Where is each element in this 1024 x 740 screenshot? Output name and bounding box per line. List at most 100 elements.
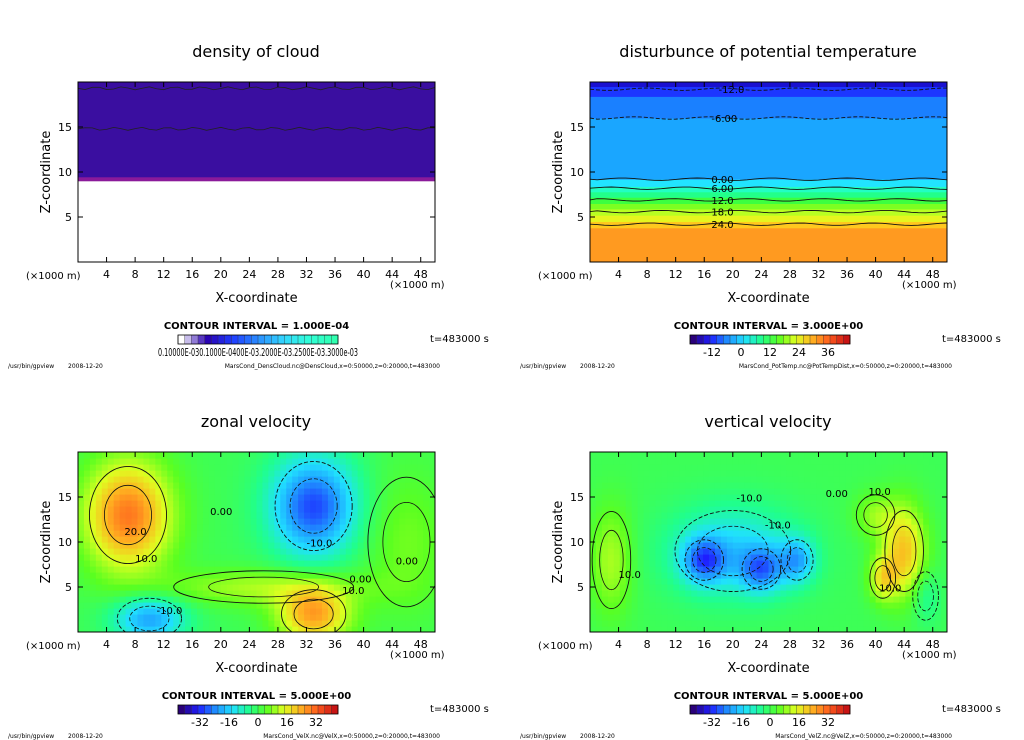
field-cell [738,494,746,501]
field-cell [703,482,710,489]
field-cell [768,566,776,573]
field-cell [798,470,805,477]
field-cell [935,470,942,477]
field-cell [655,602,662,609]
field-cell [131,458,139,465]
field-cell [703,518,710,525]
field-cell [95,554,103,561]
contour-line [599,529,624,591]
field-cell [833,476,841,483]
field-cell [250,524,258,531]
field-cell [631,566,639,573]
field-cell [131,482,139,489]
field-cell [161,500,168,507]
field-cell [339,548,347,555]
field-cell [262,548,269,555]
field-cell [869,482,877,489]
field-cell [643,554,651,561]
field-cell [369,560,377,567]
field-cell [274,578,281,585]
field-cell [125,614,133,621]
field-cell [89,476,97,483]
field-cell [709,494,716,501]
field-cell [714,524,722,531]
field-cell [399,566,406,573]
field-cell [863,584,871,591]
field-cell [208,584,216,591]
field-cell [95,608,103,615]
field-cell [839,590,847,597]
field-cell [411,452,418,459]
field-cell [792,452,799,459]
field-cell [185,626,192,632]
field-cell [595,500,603,507]
field-cell [89,608,97,615]
field-cell [941,554,947,561]
field-cell [286,578,293,585]
field-cell [756,560,764,567]
field-cell [327,482,335,489]
field-cell [399,470,406,477]
field-cell [405,572,412,579]
field-cell [869,452,877,459]
field-cell [202,506,210,513]
field-cell [83,560,91,567]
field-cell [149,464,156,471]
field-cell [78,482,85,489]
field-cell [429,470,435,477]
field-cell [417,524,424,531]
field-cell [411,524,418,531]
field-cell [845,524,853,531]
field-cell [691,506,698,513]
field-cell [250,530,258,537]
colorbar-swatch [298,335,305,344]
field-cell [232,524,240,531]
field-cell [590,614,597,621]
field-cell [744,494,752,501]
field-cell [161,530,168,537]
field-cell [363,542,371,549]
field-cell [720,512,728,519]
field-cell [125,608,133,615]
field-cell [429,518,435,525]
field-cell [905,584,912,591]
field-cell [774,620,781,627]
field-cell [822,464,829,471]
field-cell [911,578,918,585]
field-cell [845,602,853,609]
field-cell [304,542,311,549]
field-cell [411,542,418,549]
field-cell [929,524,936,531]
field-cell [839,470,847,477]
field-cell [226,482,234,489]
colorbar-swatch [690,705,697,714]
contour-label: 10.0 [879,584,901,595]
field-cell [637,530,645,537]
field-cell [131,548,139,555]
field-cell [262,608,269,615]
field-cell [197,536,204,543]
field-cell [161,488,168,495]
field-cell [191,458,198,465]
field-cell [304,476,311,483]
field-cell [405,548,412,555]
field-cell [756,500,764,507]
field-cell [673,536,680,543]
field-cell [363,584,371,591]
colorbar-swatch [816,705,824,714]
field-cell [923,620,930,627]
field-cell [851,458,859,465]
field-cell [351,560,359,567]
contour-line [274,461,353,552]
field-cell [363,506,371,513]
field-cell [709,512,716,519]
field-cell [220,626,228,632]
field-cell [911,554,918,561]
field-cell [95,578,103,585]
field-cell [185,578,192,585]
field-cell [691,626,698,632]
field-cell [256,464,264,471]
footer-source: MarsCond_PotTemp.nc@PotTempDist,x=0:5000… [739,363,952,370]
field-cell [780,500,787,507]
field-cell [268,614,275,621]
